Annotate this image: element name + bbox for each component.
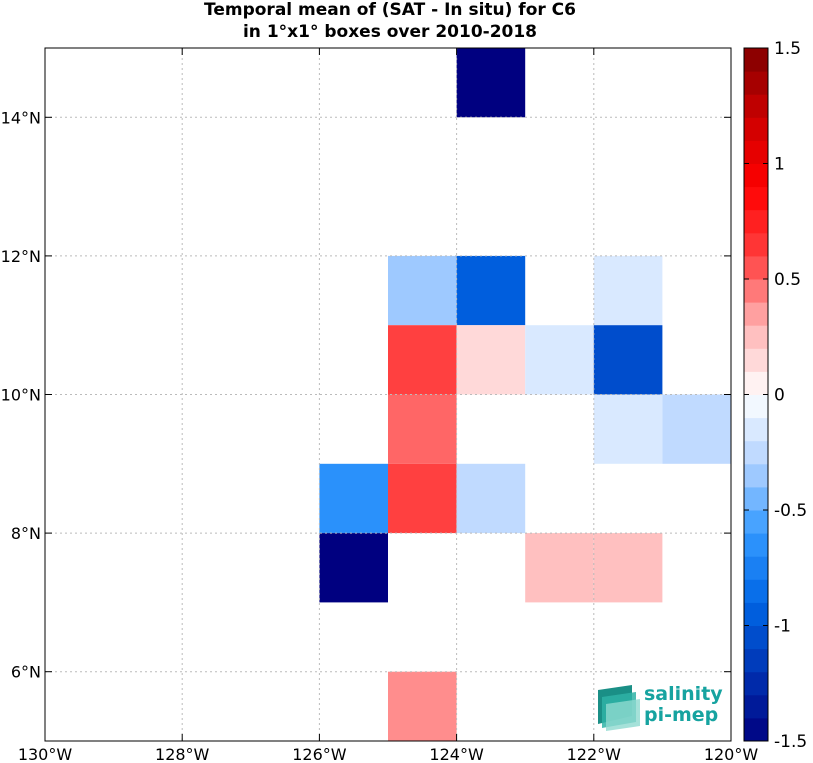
colorbar-segment bbox=[744, 717, 768, 742]
colorbar-tick-label: -0.5 bbox=[774, 501, 807, 521]
cells-layer bbox=[319, 48, 731, 741]
colorbar-segment bbox=[744, 694, 768, 719]
y-tick-label: 12°N bbox=[1, 247, 41, 266]
heatmap-cell bbox=[593, 394, 663, 464]
colorbar-segment bbox=[744, 302, 768, 326]
heatmap-cell bbox=[456, 255, 526, 326]
heatmap-cell bbox=[388, 463, 457, 534]
colorbar-segment bbox=[744, 163, 768, 188]
x-tick-label: 124°W bbox=[429, 745, 484, 763]
colorbar-segment bbox=[744, 671, 768, 696]
colorbar-segment bbox=[744, 440, 768, 465]
colorbar-tick-label: 0 bbox=[774, 386, 785, 406]
heatmap-cell bbox=[525, 325, 594, 395]
chart-subtitle: in 1°x1° boxes over 2010-2018 bbox=[242, 22, 538, 42]
colorbar-segment bbox=[744, 348, 768, 372]
colorbar-segment bbox=[744, 71, 768, 95]
heatmap-cell bbox=[319, 533, 388, 603]
colorbar-segment bbox=[744, 186, 768, 211]
heatmap-cell bbox=[662, 394, 731, 464]
heatmap-cell bbox=[593, 325, 663, 395]
x-tick-label: 130°W bbox=[18, 745, 73, 763]
y-tick-label: 8°N bbox=[11, 524, 41, 543]
colorbar-segment bbox=[744, 556, 768, 580]
colorbar-segment bbox=[744, 533, 768, 557]
heatmap-cell bbox=[593, 533, 663, 603]
colorbar-tick-label: -1.5 bbox=[774, 732, 807, 752]
colorbar-segment bbox=[744, 602, 768, 626]
salinity-logo-icon bbox=[598, 685, 640, 731]
colorbar-segment bbox=[744, 325, 768, 349]
colorbar-tick-label: 1 bbox=[774, 155, 785, 175]
heatmap-cell bbox=[456, 325, 526, 395]
x-tick-label: 126°W bbox=[292, 745, 347, 763]
colorbar: 1.5 1 0.5 0 -0.5 -1 -1.5 bbox=[743, 39, 807, 752]
axes-layer: 130°W 128°W 126°W 124°W 122°W 120°W 6°N 8°N 10°N… bbox=[1, 48, 759, 763]
colorbar-segment bbox=[744, 579, 768, 603]
x-tick-label: 128°W bbox=[155, 745, 210, 763]
heatmap-cell bbox=[388, 394, 457, 464]
x-tick-label: 120°W bbox=[704, 745, 759, 763]
colorbar-segment bbox=[744, 94, 768, 118]
colorbar-segment bbox=[744, 140, 768, 164]
heatmap-cell bbox=[525, 533, 594, 603]
colorbar-segment bbox=[744, 648, 768, 673]
logo-text-pimep: pi-mep bbox=[644, 704, 719, 726]
y-tick-label: 6°N bbox=[11, 663, 41, 682]
heatmap-cell bbox=[456, 48, 526, 118]
colorbar-segment bbox=[744, 394, 768, 419]
heatmap-cell bbox=[388, 255, 457, 326]
colorbar-segment bbox=[744, 417, 768, 442]
colorbar-segment bbox=[744, 371, 768, 395]
y-tick-label: 10°N bbox=[1, 386, 41, 405]
heatmap-cell bbox=[388, 671, 457, 741]
heatmap-cell bbox=[593, 255, 663, 326]
colorbar-segment bbox=[744, 510, 768, 534]
colorbar-segment bbox=[744, 255, 768, 280]
colorbar-tick-label: -1 bbox=[774, 617, 791, 637]
colorbar-segment bbox=[744, 625, 768, 650]
colorbar-tick-label: 1.5 bbox=[774, 39, 801, 59]
colorbar-segment bbox=[744, 232, 768, 257]
y-tick-label: 14°N bbox=[1, 108, 41, 127]
heatmap-cell bbox=[319, 463, 388, 534]
colorbar-segment bbox=[744, 279, 768, 303]
heatmap-cell bbox=[456, 463, 526, 534]
colorbar-segment bbox=[744, 48, 768, 72]
colorbar-segment bbox=[744, 463, 768, 488]
heatmap-cell bbox=[388, 325, 457, 395]
x-tick-label: 122°W bbox=[567, 745, 622, 763]
logo-text-salinity: salinity bbox=[644, 683, 723, 705]
colorbar-segment bbox=[744, 209, 768, 234]
colorbar-tick-label: 0.5 bbox=[774, 270, 801, 290]
chart-title: Temporal mean of (SAT - In situ) for C6 bbox=[204, 0, 576, 20]
colorbar-segment bbox=[744, 486, 768, 511]
colorbar-segment bbox=[744, 117, 768, 141]
